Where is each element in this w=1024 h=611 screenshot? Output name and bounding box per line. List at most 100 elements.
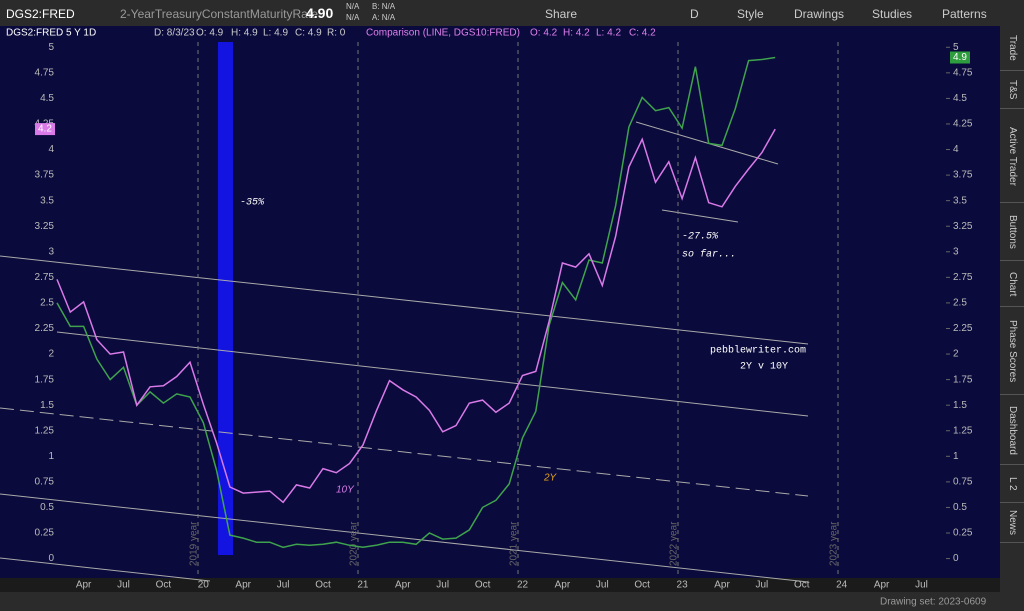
info-date: D: 8/3/23 xyxy=(154,28,195,39)
y-tick-label: 0.25 xyxy=(953,528,973,539)
info-value: C: 4.9 xyxy=(295,28,322,39)
sidebar-tab[interactable]: T&S xyxy=(1000,72,1024,109)
y-tick-label: 4.5 xyxy=(40,93,54,104)
y-tick-label: 2.75 xyxy=(35,272,55,283)
y-tick-label: 0.5 xyxy=(953,502,967,513)
series-line xyxy=(56,56,776,549)
x-tick-label: Apr xyxy=(874,580,890,591)
year-labels: 2019 year 2020 year 2021 year 2022 year … xyxy=(189,521,840,566)
sidebar-tab[interactable]: Active Trader xyxy=(1000,110,1024,203)
symbol[interactable]: DGS2:FRED xyxy=(6,7,75,21)
sidebar-tab[interactable]: Trade xyxy=(1000,26,1024,71)
y-tick-label: 0 xyxy=(953,553,959,564)
sidebar-tab[interactable]: L 2 xyxy=(1000,466,1024,503)
y-tick-label: 3.75 xyxy=(953,170,973,181)
year-label: 2021 year xyxy=(509,521,520,566)
y-tick-label: 4.75 xyxy=(35,67,55,78)
price-tag xyxy=(35,123,55,136)
quote: B: N/A xyxy=(372,2,396,11)
x-tick-label: Jul xyxy=(277,580,290,591)
y-tick-label: 0.75 xyxy=(953,477,973,488)
info-value: L: 4.2 xyxy=(596,28,621,39)
price-tag-label: 4.9 xyxy=(953,52,967,63)
y-tick-label: 3.75 xyxy=(35,170,55,181)
button[interactable]: Drawings xyxy=(794,7,845,21)
sidebar: Trade T&S Active Trader Buttons Chart Phase S… xyxy=(1000,26,1024,611)
y-tick-label: 2 xyxy=(953,349,959,360)
y-tick-label: 2.25 xyxy=(953,323,973,334)
x-tick-label: Jul xyxy=(596,580,609,591)
sidebar-tab[interactable]: Buttons xyxy=(1000,204,1024,261)
y-tick-label: 2 xyxy=(48,349,54,360)
info-symbol: DGS2:FRED 5 Y 1D xyxy=(6,28,96,39)
y-tick-label: 1.5 xyxy=(953,400,967,411)
price-tag xyxy=(950,51,970,64)
sidebar-tab[interactable]: Chart xyxy=(1000,262,1024,307)
button[interactable]: Patterns xyxy=(942,7,987,21)
y-tick-label: 4.25 xyxy=(953,119,973,130)
y-tick-label: 3.25 xyxy=(35,221,55,232)
x-tick-label: 20 xyxy=(198,580,210,591)
series-label: 2Y xyxy=(543,473,558,484)
x-tick-label: Jul xyxy=(915,580,928,591)
x-tick-label: Apr xyxy=(395,580,411,591)
sidebar-tab[interactable]: Phase Scores xyxy=(1000,308,1024,395)
price-tag-label: 4.2 xyxy=(38,124,52,135)
x-tick-label: 24 xyxy=(836,580,848,591)
x-tick-label: Apr xyxy=(76,580,92,591)
x-tick-label: Oct xyxy=(634,580,650,591)
y-tick-label: 3.5 xyxy=(40,195,54,206)
year-label: 2020 year xyxy=(349,521,360,566)
description: 2-YearTreasuryConstantMaturityRate xyxy=(120,7,318,21)
y-tick-label: 2.5 xyxy=(953,298,967,309)
x-tick-label: Jul xyxy=(756,580,769,591)
y-tick-label: 1.75 xyxy=(953,374,973,385)
y-tick-label: 3 xyxy=(48,246,54,257)
footer: Drawing set: 2023-0609 xyxy=(880,597,987,608)
info-value: H: 4.9 xyxy=(231,28,258,39)
y-tick-label: 0.75 xyxy=(35,477,55,488)
button[interactable]: Share xyxy=(545,7,578,21)
annotation: 2Y v 10Y xyxy=(740,362,788,373)
scrollbar[interactable] xyxy=(0,592,1000,611)
info-value: O: 4.2 xyxy=(530,28,558,39)
annotation: so far... xyxy=(682,249,736,261)
y-tick-label: 3.25 xyxy=(953,221,973,232)
year-lines xyxy=(197,42,839,578)
info-value: C: 4.2 xyxy=(629,28,656,39)
series-label: 10Y xyxy=(336,485,355,496)
y-tick-label: 0.25 xyxy=(35,528,55,539)
x-tick-label: Oct xyxy=(156,580,172,591)
annotation: -35% xyxy=(240,198,265,209)
info-value: R: 0 xyxy=(327,28,346,39)
y-tick-label: 1.25 xyxy=(35,425,55,436)
y-tick-label: 1.25 xyxy=(953,425,973,436)
annotation: pebblewriter.com xyxy=(710,345,806,357)
year-label: 2022 year xyxy=(669,521,680,566)
year-label: 2019 year xyxy=(189,521,200,566)
button[interactable]: D xyxy=(690,7,699,21)
y-tick-label: 1 xyxy=(953,451,959,462)
button[interactable]: Style xyxy=(737,7,764,21)
x-tick-label: 21 xyxy=(357,580,369,591)
plot-bg xyxy=(0,26,1000,611)
sidebar-tab[interactable]: News xyxy=(1000,504,1024,543)
quote: A: N/A xyxy=(372,13,396,22)
highlight-band xyxy=(218,42,233,555)
y-tick-label: 4 xyxy=(953,144,959,155)
y-tick-label: 3.5 xyxy=(953,195,967,206)
series-line xyxy=(56,128,776,504)
sidebar-tab[interactable]: Dashboard xyxy=(1000,396,1024,465)
last-price: 4.90 xyxy=(306,5,334,21)
y-tick-label: 0.5 xyxy=(40,502,54,513)
x-tick-label: Jul xyxy=(117,580,130,591)
info-value: H: 4.2 xyxy=(563,28,590,39)
button[interactable]: Studies xyxy=(872,7,913,21)
y-tick-label: 2.25 xyxy=(35,323,55,334)
y-tick-label: 5 xyxy=(953,42,959,53)
trendlines xyxy=(0,121,809,583)
x-axis-bg xyxy=(0,578,1000,592)
x-tick-label: Jul xyxy=(436,580,449,591)
y-tick-label: 1.75 xyxy=(35,374,55,385)
